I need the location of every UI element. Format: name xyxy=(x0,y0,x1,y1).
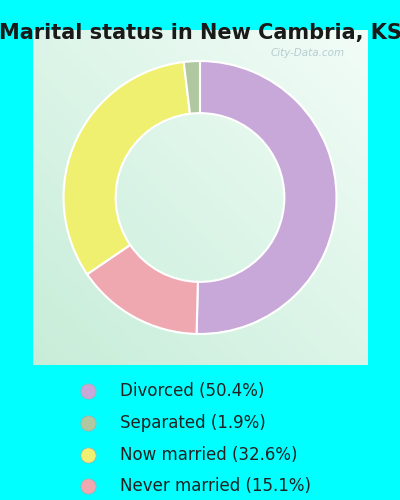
Wedge shape xyxy=(87,245,198,334)
Wedge shape xyxy=(184,61,200,114)
Text: Divorced (50.4%): Divorced (50.4%) xyxy=(120,382,264,400)
Wedge shape xyxy=(64,62,190,274)
Wedge shape xyxy=(196,61,336,334)
Text: Marital status in New Cambria, KS: Marital status in New Cambria, KS xyxy=(0,22,400,42)
Text: Separated (1.9%): Separated (1.9%) xyxy=(120,414,266,432)
Text: Now married (32.6%): Now married (32.6%) xyxy=(120,446,298,464)
Text: Never married (15.1%): Never married (15.1%) xyxy=(120,477,311,495)
Text: City-Data.com: City-Data.com xyxy=(270,48,344,58)
